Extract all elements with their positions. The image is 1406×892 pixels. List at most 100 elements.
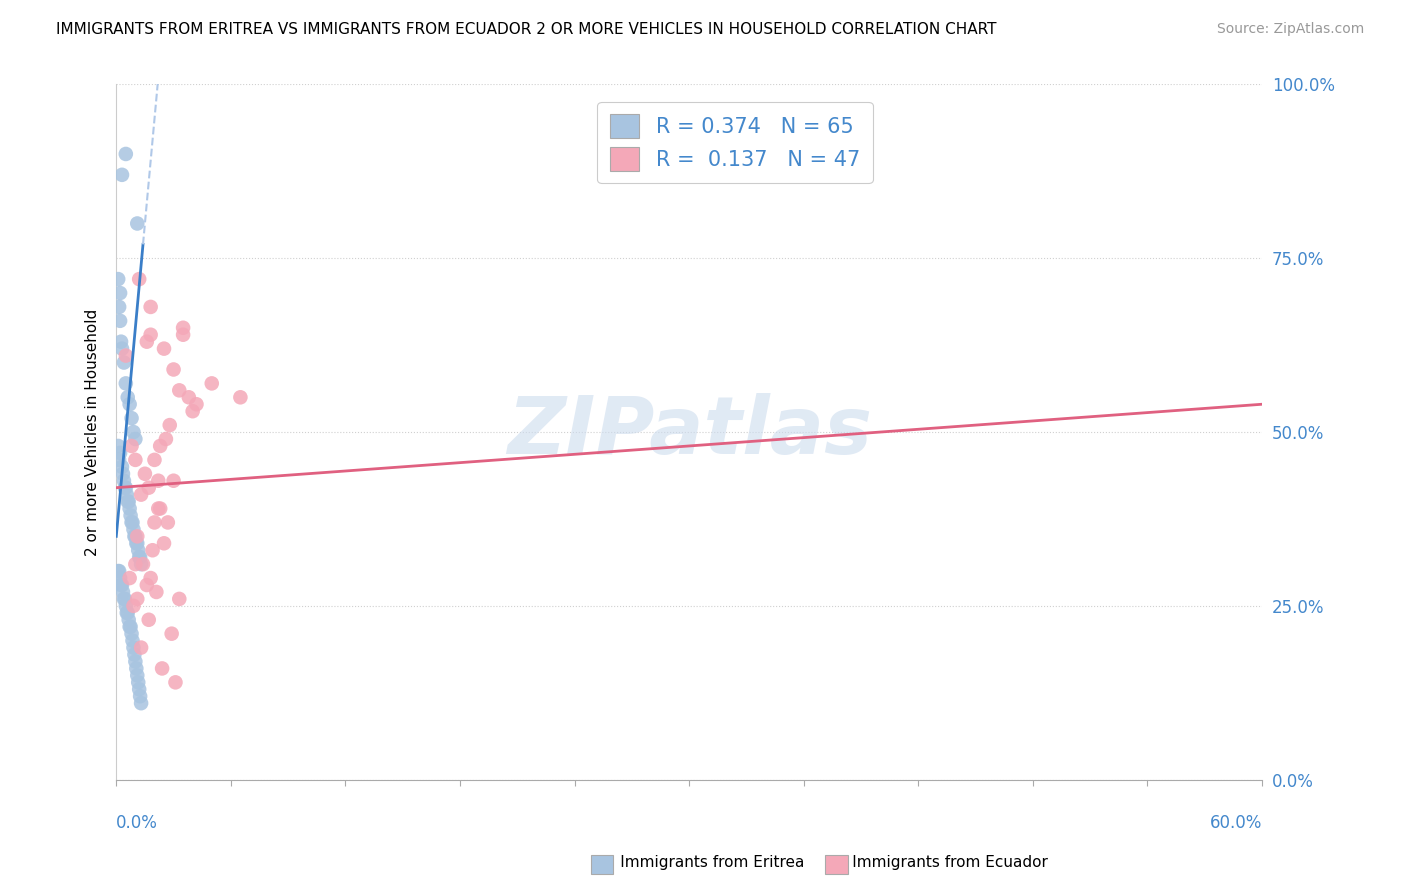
Point	[148, 501, 170, 516]
Point	[121, 633, 143, 648]
Point	[122, 599, 145, 613]
Point	[143, 516, 166, 530]
Point	[153, 536, 176, 550]
Point	[115, 606, 138, 620]
Point	[114, 349, 136, 363]
Point	[149, 439, 172, 453]
Point	[122, 640, 145, 655]
Point	[162, 362, 184, 376]
Point	[129, 488, 152, 502]
Point	[127, 675, 149, 690]
Point	[124, 432, 146, 446]
Text: Source: ZipAtlas.com: Source: ZipAtlas.com	[1216, 22, 1364, 37]
Point	[110, 334, 132, 349]
Point	[108, 314, 131, 328]
Point	[172, 320, 194, 334]
Point	[117, 494, 139, 508]
Point	[139, 571, 162, 585]
Point	[172, 327, 194, 342]
Point	[111, 459, 134, 474]
Point	[121, 516, 143, 530]
Point	[112, 355, 135, 369]
Point	[118, 571, 141, 585]
Point	[128, 272, 150, 286]
Point	[120, 620, 142, 634]
Point	[142, 543, 165, 558]
Point	[124, 529, 146, 543]
Point	[108, 571, 131, 585]
Point	[124, 655, 146, 669]
Point	[129, 550, 152, 565]
Text: ZIPatlas: ZIPatlas	[506, 393, 872, 471]
Point	[124, 453, 146, 467]
Point	[125, 536, 148, 550]
Point	[145, 585, 167, 599]
Point	[159, 418, 181, 433]
Bar	[591, 855, 613, 874]
Legend: R = 0.374   N = 65, R =  0.137   N = 47: R = 0.374 N = 65, R = 0.137 N = 47	[598, 102, 873, 183]
Point	[108, 300, 131, 314]
Point	[135, 578, 157, 592]
Point	[111, 342, 134, 356]
Point	[186, 397, 208, 411]
Point	[132, 557, 155, 571]
Point	[129, 696, 152, 710]
Text: 60.0%: 60.0%	[1209, 814, 1263, 832]
Point	[114, 481, 136, 495]
Point	[107, 564, 129, 578]
Point	[117, 606, 139, 620]
Point	[127, 668, 149, 682]
Point	[150, 661, 173, 675]
Point	[138, 613, 160, 627]
Point	[135, 334, 157, 349]
Point	[108, 564, 131, 578]
Point	[115, 488, 138, 502]
Point	[177, 390, 200, 404]
Point	[112, 474, 135, 488]
Point	[121, 439, 143, 453]
Point	[181, 404, 204, 418]
Point	[120, 508, 142, 523]
Point	[160, 626, 183, 640]
Point	[114, 591, 136, 606]
Point	[138, 481, 160, 495]
Point	[139, 300, 162, 314]
Point	[148, 474, 170, 488]
Text: Immigrants from Ecuador: Immigrants from Ecuador	[823, 855, 1047, 870]
Point	[229, 390, 252, 404]
Point	[114, 147, 136, 161]
Point	[124, 557, 146, 571]
Point	[122, 522, 145, 536]
Point	[153, 342, 176, 356]
Point	[127, 591, 149, 606]
Point	[139, 327, 162, 342]
Point	[118, 494, 141, 508]
Point	[149, 501, 172, 516]
Point	[124, 648, 146, 662]
Point	[112, 591, 135, 606]
Point	[124, 529, 146, 543]
Point	[107, 439, 129, 453]
Point	[122, 425, 145, 439]
Point	[128, 682, 150, 697]
Point	[118, 613, 141, 627]
Point	[118, 620, 141, 634]
Point	[127, 536, 149, 550]
Point	[127, 529, 149, 543]
Point	[155, 432, 177, 446]
Point	[201, 376, 224, 391]
Point	[108, 285, 131, 300]
Point	[114, 481, 136, 495]
Point	[111, 585, 134, 599]
Point	[162, 474, 184, 488]
Point	[111, 578, 134, 592]
Bar	[825, 855, 848, 874]
Point	[127, 543, 149, 558]
Text: Immigrants from Eritrea: Immigrants from Eritrea	[591, 855, 804, 870]
Point	[129, 557, 152, 571]
Point	[169, 384, 191, 398]
Point	[111, 168, 134, 182]
Text: 0.0%: 0.0%	[117, 814, 157, 832]
Point	[111, 467, 134, 481]
Point	[165, 675, 187, 690]
